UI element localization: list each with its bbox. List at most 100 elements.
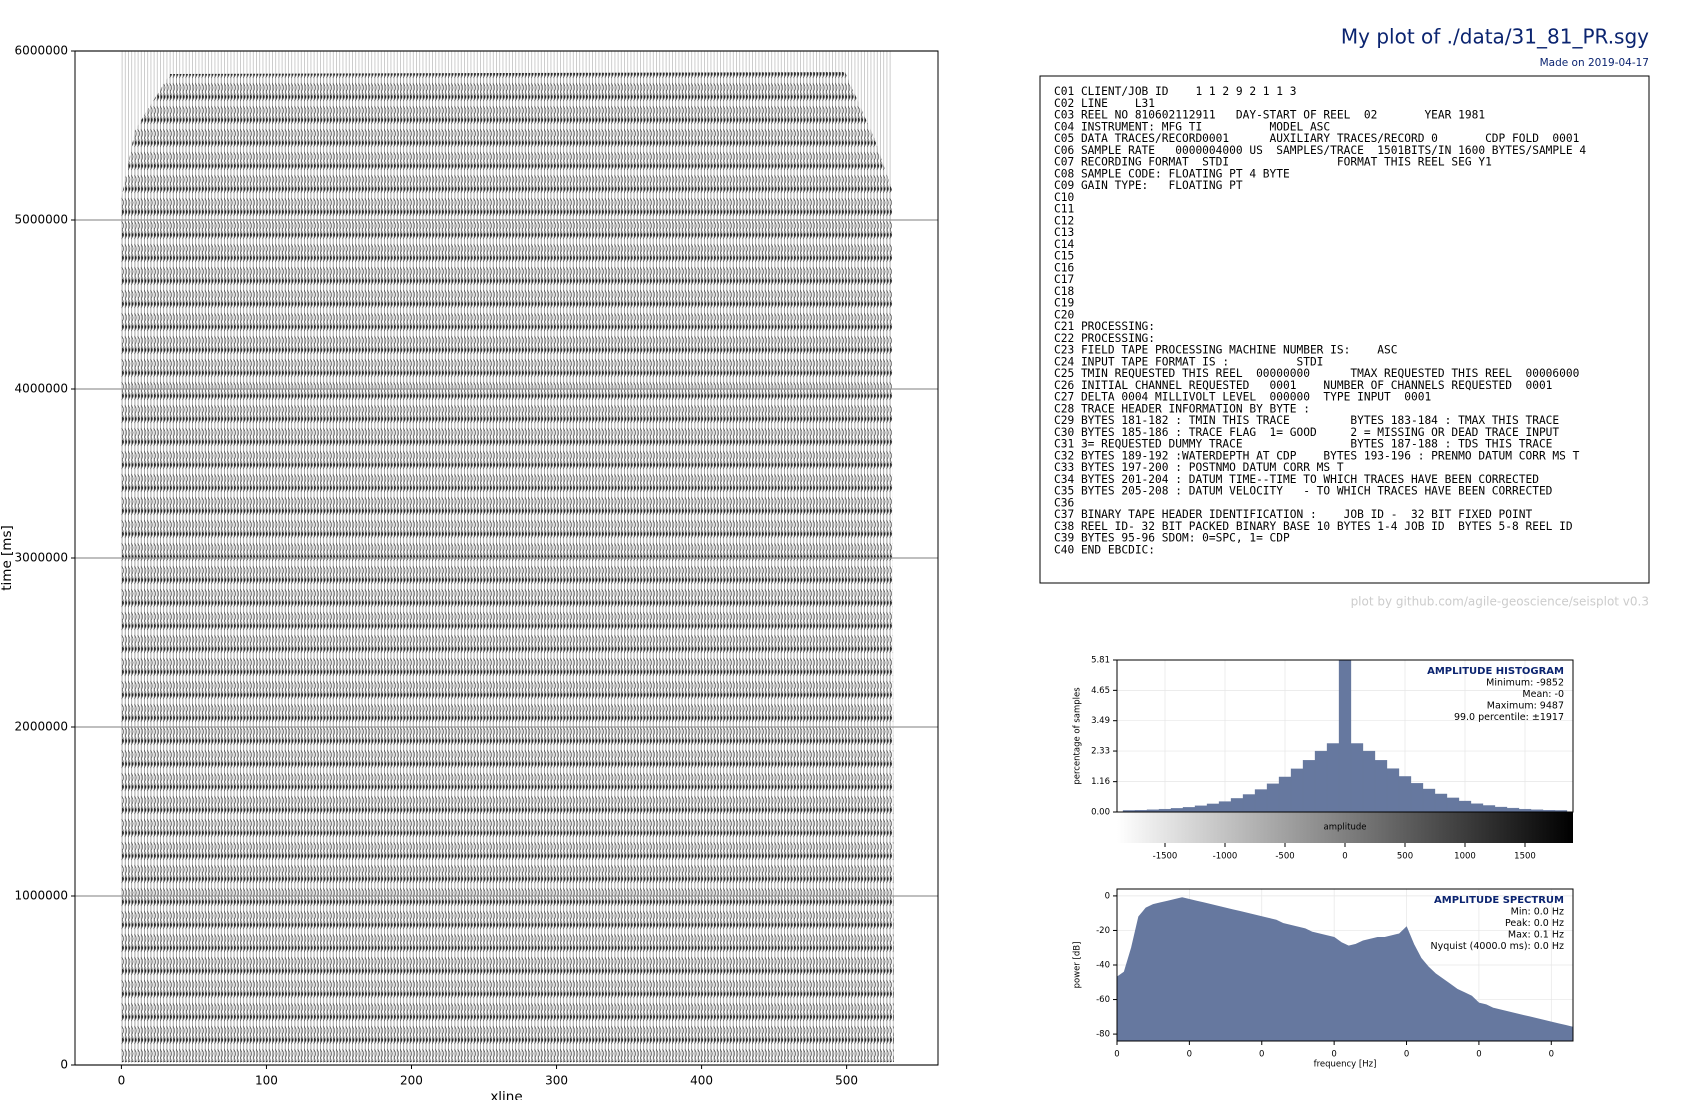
histogram-bar	[1278, 776, 1292, 813]
histogram-bar	[1266, 783, 1280, 813]
header-line: C40 END EBCDIC:	[1054, 543, 1155, 556]
plot-frame	[1116, 659, 1574, 813]
y-tick-label: 3000000	[15, 551, 68, 565]
y-tick-label: 0	[1105, 891, 1110, 901]
y-axis-label: time [ms]	[0, 525, 15, 591]
x-tick-label: 1000	[1454, 852, 1476, 862]
x-tick-label: -500	[1275, 852, 1294, 862]
annotation: Minimum: -9852	[1486, 678, 1564, 689]
y-tick-label: 1000000	[15, 889, 68, 903]
histogram-bar	[1338, 659, 1352, 813]
x-tick-label: 0	[1342, 852, 1347, 862]
header-line: C21 PROCESSING:	[1054, 320, 1155, 333]
annotation: Min: 0.0 Hz	[1511, 907, 1564, 918]
annotation: Mean: -0	[1522, 689, 1564, 700]
histogram-bar	[1458, 800, 1472, 813]
x-tick-label: 0	[1331, 1050, 1336, 1060]
x-tick-label: 200	[400, 1074, 423, 1088]
plot-frame	[74, 50, 939, 1066]
annotation: 99.0 percentile: ±1917	[1454, 712, 1564, 723]
y-tick-label: 5.81	[1091, 656, 1110, 666]
x-tick-label: 500	[835, 1074, 858, 1088]
header-line: C27 DELTA 0004 MILLIVOLT LEVEL 000000 TY…	[1054, 391, 1431, 404]
x-tick-label: 300	[545, 1074, 568, 1088]
histogram-bar	[1314, 750, 1328, 813]
y-tick-label: 4000000	[15, 382, 68, 396]
header-line: C36	[1054, 496, 1074, 509]
header-line: C33 BYTES 197-200 : POSTNMO DATUM CORR M…	[1054, 461, 1344, 474]
x-tick-label: 0	[1259, 1050, 1264, 1060]
header-line: C06 SAMPLE RATE 0000004000 US SAMPLES/TR…	[1054, 144, 1586, 157]
header-line: C05 DATA TRACES/RECORD0001 AUXILIARY TRA…	[1054, 132, 1579, 145]
x-tick-label: 0	[1549, 1050, 1554, 1060]
annotation: Nyquist (4000.0 ms): 0.0 Hz	[1431, 941, 1564, 952]
header-line: C25 TMIN REQUESTED THIS REEL 00000000 TM…	[1054, 367, 1580, 380]
histogram-bar	[1254, 789, 1268, 813]
spectrum-area	[1116, 897, 1574, 1042]
histogram-bar	[1386, 768, 1400, 813]
plot-frame	[1116, 888, 1574, 1042]
header-line: C30 BYTES 185-186 : TRACE FLAG 1= GOOD 2…	[1054, 426, 1559, 439]
panel-title: AMPLITUDE HISTOGRAM	[1427, 666, 1564, 677]
header-line: C29 BYTES 181-182 : TMIN THIS TRACE BYTE…	[1054, 414, 1559, 427]
x-tick-label: -1000	[1213, 852, 1238, 862]
header-line: C11	[1054, 203, 1074, 216]
header-line: C17	[1054, 273, 1074, 286]
histogram-bar	[1434, 793, 1448, 813]
header-line: C07 RECORDING FORMAT STDI FORMAT THIS RE…	[1054, 156, 1492, 169]
header-line: C22 PROCESSING:	[1054, 332, 1155, 345]
histogram-bar	[1422, 788, 1436, 813]
histogram-bar	[1362, 750, 1376, 813]
header-line: C24 INPUT TAPE FORMAT IS : STDI	[1054, 355, 1323, 368]
x-axis-label: xline	[490, 1089, 522, 1100]
x-tick-label: 0	[118, 1074, 126, 1088]
annotation: Maximum: 9487	[1487, 701, 1564, 712]
credit: plot by github.com/agile-geoscience/seis…	[1351, 595, 1649, 609]
histogram-bar	[1242, 794, 1256, 813]
header-line: C34 BYTES 201-204 : DATUM TIME--TIME TO …	[1054, 473, 1539, 486]
header-line: C26 INITIAL CHANNEL REQUESTED 0001 NUMBE…	[1054, 379, 1552, 392]
header-line: C03 REEL NO 810602112911 DAY-START OF RE…	[1054, 109, 1485, 122]
header-line: C16	[1054, 261, 1074, 274]
header-line: C13	[1054, 226, 1074, 239]
header-line: C02 LINE L31	[1054, 97, 1155, 110]
header-line: C35 BYTES 205-208 : DATUM VELOCITY - TO …	[1054, 485, 1553, 498]
y-tick-label: -20	[1096, 926, 1110, 936]
header-line: C39 BYTES 95-96 SDOM: 0=SPC, 1= CDP	[1054, 532, 1290, 545]
y-axis-label: power [dB]	[1073, 942, 1083, 989]
histogram-bar	[1302, 760, 1316, 813]
header-line: C15	[1054, 250, 1074, 263]
x-tick-label: 1500	[1514, 852, 1536, 862]
header-line: C08 SAMPLE CODE: FLOATING PT 4 BYTE	[1054, 167, 1290, 180]
histogram-bar	[1470, 803, 1484, 813]
x-tick-label: 0	[1114, 1050, 1119, 1060]
header-line: C01 CLIENT/JOB ID 1 1 2 9 2 1 1 3	[1054, 85, 1296, 98]
seismic-traces	[121, 72, 894, 1062]
header-line: C20	[1054, 308, 1074, 321]
y-tick-label: 4.65	[1091, 686, 1110, 696]
page-subtitle: Made on 2019-04-17	[1540, 57, 1649, 69]
x-tick-label: 0	[1476, 1050, 1481, 1060]
histogram-bar	[1482, 805, 1496, 813]
annotation: Max: 0.1 Hz	[1508, 930, 1564, 941]
y-tick-label: 0	[60, 1058, 68, 1072]
header-line: C19	[1054, 297, 1074, 310]
header-box	[1039, 75, 1650, 584]
y-tick-label: 6000000	[15, 44, 68, 58]
header-line: C38 REEL ID- 32 BIT PACKED BINARY BASE 1…	[1054, 520, 1573, 533]
x-axis-label: frequency [Hz]	[1314, 1060, 1377, 1070]
header-line: C10	[1054, 191, 1074, 204]
colorbar-label: amplitude	[1324, 823, 1367, 833]
panel-title: AMPLITUDE SPECTRUM	[1434, 895, 1564, 906]
header-line: C14	[1054, 238, 1074, 251]
histogram-bar	[1398, 776, 1412, 813]
histogram-bar	[1170, 808, 1184, 813]
y-tick-label: 2.33	[1091, 747, 1110, 757]
y-tick-label: -80	[1096, 1030, 1110, 1040]
x-tick-label: 100	[255, 1074, 278, 1088]
histogram-bar	[1374, 760, 1388, 813]
histogram-bar	[1446, 797, 1460, 813]
header-line: C09 GAIN TYPE: FLOATING PT	[1054, 179, 1243, 192]
histogram-bar	[1494, 806, 1508, 813]
